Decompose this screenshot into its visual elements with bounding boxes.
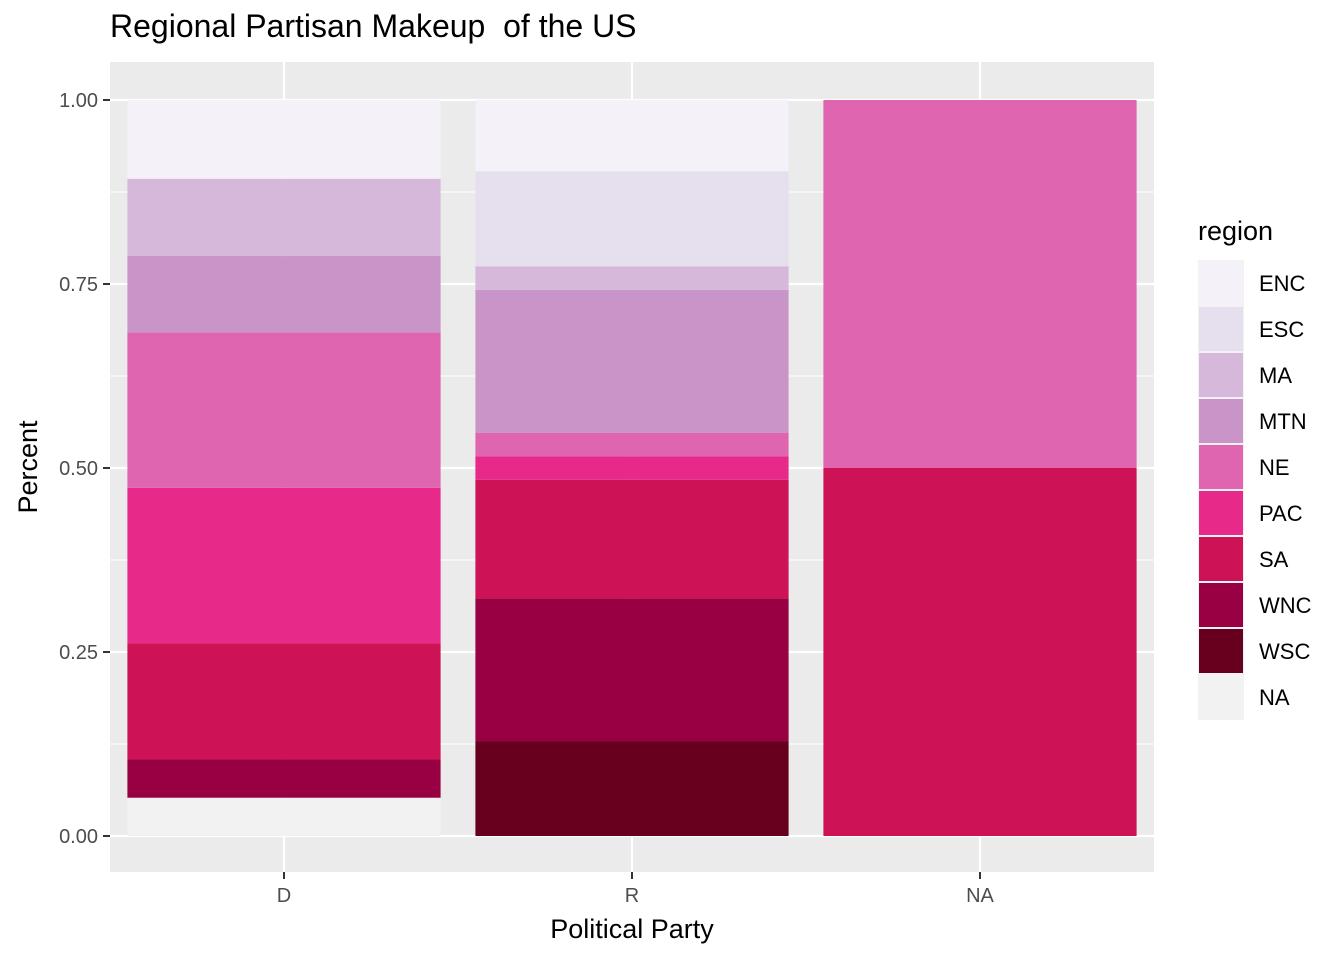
bar-segment-d-ma (127, 178, 441, 257)
legend-label: NA (1259, 685, 1290, 710)
legend-item-wsc: WSC (1198, 628, 1310, 674)
bar-stack-d (127, 100, 441, 836)
bar-segment-d-ne (127, 332, 441, 488)
bar-segment-r-esc (475, 171, 789, 267)
x-axis-title: Political Party (550, 914, 714, 944)
bar-segment-r-ne (475, 432, 789, 457)
legend-label: WNC (1259, 593, 1312, 618)
bar-segment-d-na (127, 797, 441, 836)
legend-label: PAC (1259, 501, 1303, 526)
y-tick-label: 1.00 (59, 90, 98, 112)
legend-key-swatch (1199, 399, 1243, 443)
y-axis-title: Percent (13, 420, 43, 514)
bar-segment-d-pac (127, 487, 441, 644)
legend-label: SA (1259, 547, 1289, 572)
bar-segment-r-ma (475, 266, 789, 290)
legend-item-sa: SA (1198, 536, 1289, 582)
bar-stack-r (475, 100, 789, 836)
legend-title: region (1198, 216, 1273, 246)
x-tick-label: R (625, 885, 639, 907)
axes: 0.00 0.25 0.50 0.75 1.00 D R NA Political Party P… (13, 90, 995, 944)
bar-segment-d-wnc (127, 759, 441, 798)
legend-item-esc: ESC (1198, 306, 1304, 352)
bar-segment-r-pac (475, 456, 789, 480)
bar-segment-r-mtn (475, 289, 789, 433)
bar-segment-na-ne (823, 100, 1137, 468)
bar-segment-r-wsc (475, 741, 789, 836)
legend-item-na: NA (1198, 674, 1290, 720)
bar-segment-d-sa (127, 643, 441, 760)
chart-title: Regional Partisan Makeup of the US (110, 8, 637, 44)
legend-label: MA (1259, 363, 1292, 388)
legend-key-swatch (1199, 583, 1243, 627)
legend-label: ENC (1259, 271, 1306, 296)
bar-segment-d-enc (127, 100, 441, 179)
legend-item-enc: ENC (1198, 260, 1306, 306)
bars (127, 100, 1137, 836)
legend-item-wnc: WNC (1198, 582, 1312, 628)
bar-segment-r-enc (475, 100, 789, 172)
legend-item-pac: PAC (1198, 490, 1303, 536)
bar-segment-r-wnc (475, 598, 789, 742)
legend-label: ESC (1259, 317, 1304, 342)
legend-label: MTN (1259, 409, 1307, 434)
legend-key-swatch (1199, 445, 1243, 489)
legend-key-swatch (1199, 261, 1243, 305)
legend-label: WSC (1259, 639, 1310, 664)
legend-key-swatch (1199, 307, 1243, 351)
legend-key-swatch (1199, 537, 1243, 581)
y-tick-label: 0.50 (59, 458, 98, 480)
bar-segment-r-sa (475, 479, 789, 599)
y-tick-label: 0.75 (59, 274, 98, 296)
bar-stack-na (823, 100, 1137, 836)
y-tick-label: 0.00 (59, 826, 98, 848)
legend-item-ma: MA (1198, 352, 1292, 398)
legend-key-swatch (1199, 675, 1243, 719)
legend-key-swatch (1199, 353, 1243, 397)
legend-key-swatch (1199, 491, 1243, 535)
bar-segment-na-sa (823, 468, 1137, 836)
bar-segment-d-mtn (127, 256, 441, 333)
x-tick-label: D (277, 885, 291, 907)
y-tick-label: 0.25 (59, 642, 98, 664)
legend: region ENC ESC MA MTN NE PAC SA WNC WSC NA (1198, 216, 1312, 720)
legend-item-ne: NE (1198, 444, 1290, 490)
legend-label: NE (1259, 455, 1290, 480)
legend-key-swatch (1199, 629, 1243, 673)
legend-item-mtn: MTN (1198, 398, 1307, 444)
x-tick-label: NA (966, 885, 994, 907)
